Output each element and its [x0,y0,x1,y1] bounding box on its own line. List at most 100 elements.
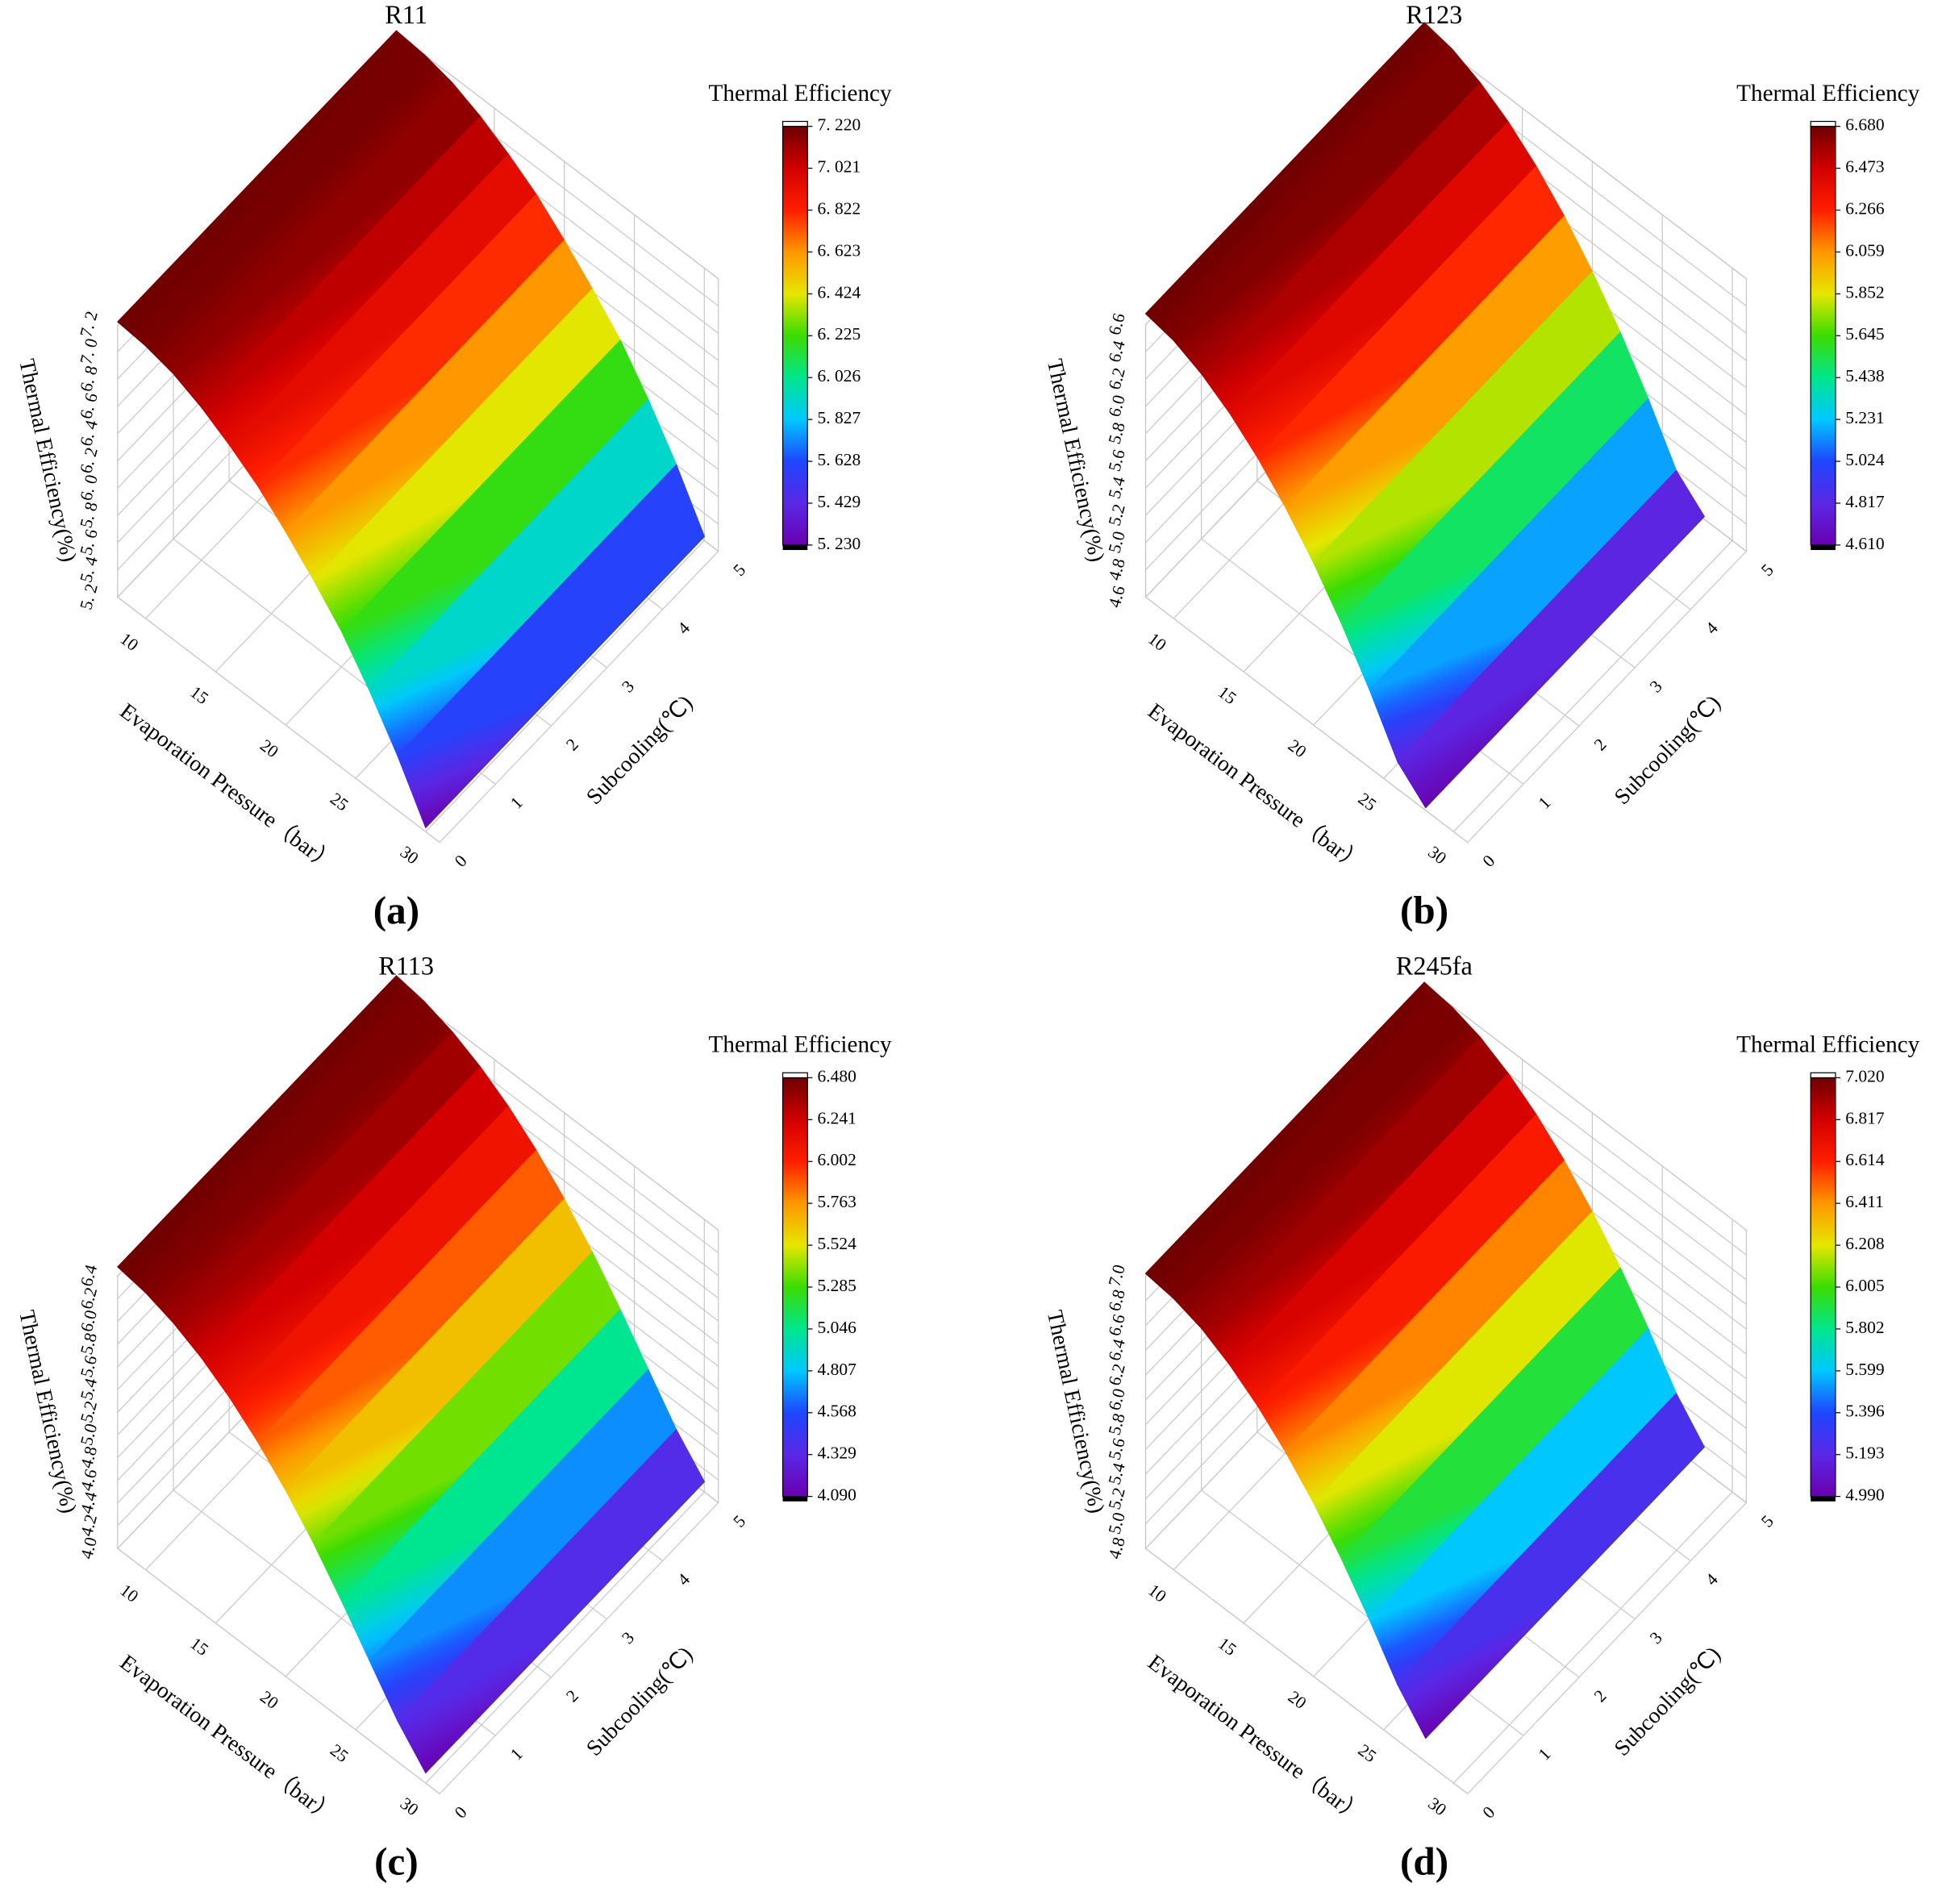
z-tick-label: 6. 2 [76,445,102,475]
colorbar-tick-label: 7.020 [1845,1066,1884,1085]
z-tick-label: 6.6 [1105,1312,1129,1338]
z-tick-label: 5.4 [77,1376,101,1402]
y-tick-label: 2 [562,735,582,754]
x-tick-label: 10 [117,1581,143,1606]
colorbar-tick-label: 4.990 [1845,1485,1884,1505]
colorbar-cap [782,1496,808,1502]
contour-line [1425,1447,1705,1739]
y-tick-label: 0 [451,1802,471,1822]
y-tick-label: 5 [730,560,750,580]
z-tick-label: 5.0 [77,1422,101,1448]
colorbar-tick-label: 6.614 [1845,1150,1885,1169]
colorbar-title: Thermal Efficiency [1736,81,1919,106]
z-tick-label: 4.8 [1105,556,1129,582]
colorbar-tick-label: 7. 021 [818,157,861,177]
colorbar-cap [1811,1496,1836,1502]
colorbar-tick-label: 5.763 [818,1192,856,1211]
x-tick-label: 20 [256,735,282,761]
x-tick-label: 15 [1215,682,1240,708]
colorbar-tick-label: 5.396 [1845,1402,1885,1421]
colorbar-tick-label: 5.024 [1845,450,1885,469]
x-tick-label: 20 [1285,1687,1311,1713]
z-axis-label: Thermal Efficiency(%) [1043,1308,1111,1515]
colorbar-tick-label: 5.645 [1845,324,1884,344]
z-tick-label: 5.4 [1105,474,1129,500]
colorbar-tick-label: 5.046 [818,1318,857,1337]
colorbar-tick-label: 5.193 [1845,1444,1884,1463]
colorbar-tick-label: 4.610 [1845,534,1884,553]
colorbar-tick-label: 7. 220 [818,115,861,135]
chart-title: R113 [378,952,434,981]
colorbar-tick-label: 6.266 [1845,198,1885,218]
colorbar-tick-label: 4.817 [1845,492,1885,511]
contour-line [1425,516,1705,808]
colorbar-tick-label: 5.599 [1845,1360,1884,1379]
z-tick-label: 6. 0 [76,473,102,502]
x-tick-label: 10 [1144,1581,1170,1606]
y-tick-label: 3 [1646,677,1666,696]
x-tick-label: 20 [1285,735,1311,761]
chart-title: R245fa [1396,952,1473,981]
colorbar-tick-label: 5.852 [1845,282,1884,302]
z-tick-label: 6.8 [1105,1287,1129,1313]
panel-label: (d) [1400,1839,1448,1884]
z-tick-label: 6. 4 [76,418,102,448]
x-tick-label: 20 [256,1687,282,1713]
x-tick-label: 15 [186,682,212,708]
colorbar-title: Thermal Efficiency [709,81,892,106]
z-tick-label: 4.8 [1105,1535,1129,1561]
colorbar-tick-label: 6. 026 [818,366,861,385]
z-tick-label: 4.8 [77,1444,101,1470]
colorbar-tick-label: 6.208 [1845,1234,1884,1253]
z-tick-label: 5.6 [1105,1435,1129,1461]
x-tick-label: 10 [1144,629,1170,655]
z-tick-label: 5.6 [1105,448,1129,473]
x-tick-label: 15 [1215,1634,1240,1660]
y-axis-label: Subcooling(℃) [1609,1641,1725,1760]
colorbar-tick-label: 6.817 [1845,1108,1885,1127]
y-tick-label: 0 [1479,851,1499,870]
colorbar-tick-label: 5. 628 [818,450,861,469]
contour-line [425,1481,705,1773]
z-tick-label: 6.2 [1105,1361,1129,1387]
x-tick-label: 30 [1424,1794,1450,1819]
colorbar [781,1077,808,1498]
x-tick-label: 15 [186,1634,212,1660]
z-tick-label: 7.0 [1105,1263,1129,1289]
x-axis-label: Evaporation Pressure（bar） [1144,698,1369,876]
z-tick-label: 7. 0 [76,336,102,366]
contour-line [425,535,705,828]
colorbar-cap [781,1072,808,1079]
z-tick-label: 4.6 [1105,584,1129,610]
x-axis-label: Evaporation Pressure（bar） [115,698,340,876]
colorbar-tick-label: 5.524 [818,1234,857,1253]
z-tick-label: 5.6 [77,1353,101,1379]
x-tick-label: 25 [327,1740,352,1766]
colorbar-tick-label: 4.568 [818,1402,856,1421]
z-tick-label: 5.4 [1105,1460,1129,1486]
colorbar-cap [782,544,808,551]
z-tick-label: 5.8 [77,1331,101,1356]
y-tick-label: 4 [673,1569,694,1589]
y-tick-label: 0 [451,851,471,870]
y-tick-label: 4 [1702,619,1722,639]
y-tick-label: 3 [1646,1628,1666,1648]
colorbar-tick-label: 5.438 [1845,366,1884,385]
z-tick-label: 6.0 [1105,1386,1129,1412]
z-tick-label: 6.4 [77,1262,101,1288]
panel-label: (b) [1400,888,1448,932]
x-tick-label: 25 [1355,1740,1381,1766]
z-tick-label: 5. 2 [76,581,102,611]
z-tick-label: 5. 8 [76,500,102,530]
panel-label: (c) [374,1839,419,1884]
colorbar-cap [781,120,808,127]
colorbar-tick-label: 5.231 [1845,408,1884,427]
colorbar-cap [1810,120,1836,127]
y-tick-label: 5 [1757,560,1777,580]
colorbar-tick-label: 5. 827 [818,408,861,427]
z-tick-label: 6.4 [1105,338,1129,364]
colorbar-title: Thermal Efficiency [1736,1032,1919,1058]
